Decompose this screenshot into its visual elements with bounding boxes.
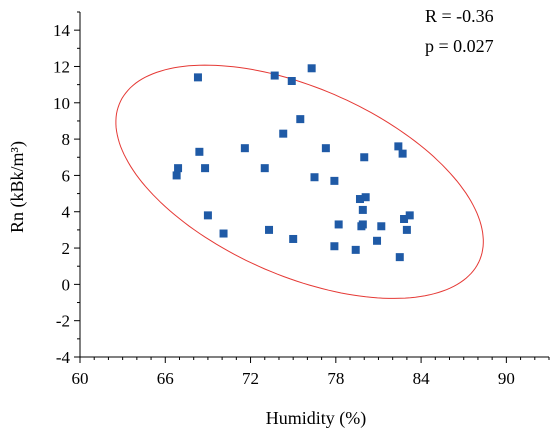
data-point (398, 149, 407, 158)
data-point (351, 245, 360, 254)
data-point (394, 142, 403, 151)
axes: -4 -2 0 2 4 6 8 10 12 14 60 66 72 78 84 90 (53, 11, 550, 388)
data-point (310, 173, 319, 182)
y-tick-label: -2 (56, 312, 70, 331)
data-point (296, 115, 305, 124)
y-tick-label: -4 (56, 348, 71, 367)
data-point (321, 144, 330, 153)
data-point (355, 195, 364, 204)
y-tick-label: 0 (62, 275, 71, 294)
y-axis-title: Rn (kBk/m³) (7, 141, 28, 233)
y-tick-label: 2 (62, 239, 71, 258)
data-point (279, 129, 288, 138)
y-tick-label: 12 (53, 57, 70, 76)
p-value-annotation: p = 0.027 (425, 36, 494, 56)
data-point (260, 164, 269, 173)
data-point (360, 153, 369, 162)
data-point (287, 77, 296, 85)
data-point (195, 147, 204, 156)
data-point (289, 234, 298, 243)
x-tick-label: 78 (327, 369, 344, 388)
data-point (201, 164, 210, 173)
data-point (307, 64, 316, 73)
data-point (203, 211, 212, 220)
data-point (240, 144, 249, 153)
y-tick-label: 14 (53, 21, 71, 40)
data-point (219, 229, 228, 238)
data-point (172, 171, 181, 180)
data-point (395, 253, 404, 262)
y-tick-label: 8 (62, 130, 71, 149)
data-points (172, 64, 414, 262)
x-tick-label: 72 (242, 369, 259, 388)
data-point (174, 164, 183, 173)
data-point (330, 242, 339, 251)
data-point (373, 236, 382, 245)
data-point (358, 220, 367, 229)
y-tick-label: 4 (62, 203, 71, 222)
x-tick-label: 66 (157, 369, 174, 388)
data-point (265, 225, 274, 234)
data-point (193, 73, 202, 82)
data-point (405, 211, 414, 220)
data-point (400, 215, 409, 223)
x-tick-label: 84 (413, 369, 431, 388)
data-point (402, 225, 411, 234)
data-point (377, 222, 386, 231)
data-point (330, 176, 339, 185)
y-tick-label: 6 (62, 166, 71, 185)
data-point (270, 71, 279, 80)
correlation-annotation: R = -0.36 (425, 6, 494, 26)
x-tick-label: 60 (72, 369, 89, 388)
confidence-ellipse (115, 64, 484, 299)
y-tick-label: 10 (53, 94, 70, 113)
data-point (334, 220, 343, 229)
data-point (358, 205, 367, 214)
confidence-ellipse-layer (115, 64, 484, 299)
x-axis-title: Humidity (%) (266, 408, 367, 429)
x-tick-label: 90 (498, 369, 515, 388)
data-point (361, 193, 370, 202)
